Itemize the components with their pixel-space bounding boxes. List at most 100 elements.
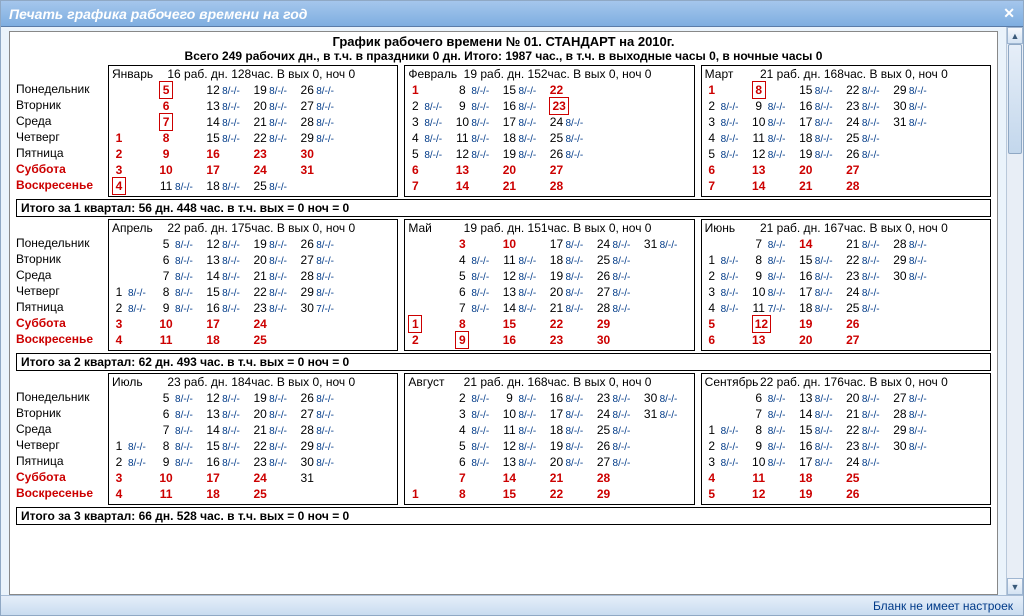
calendar-cell: 28/-/- [705, 268, 752, 284]
calendar-cell: 13 [752, 332, 799, 348]
calendar-cell: 19 [799, 486, 846, 502]
calendar-cell: 248/-/- [846, 114, 893, 130]
calendar-cell [644, 300, 691, 316]
calendar-cell: 11 [159, 332, 206, 348]
month-header: Июль 23 раб. дн. 184час. В вых 0, ноч 0 [112, 375, 394, 390]
calendar-cell: 5 [705, 316, 752, 332]
calendar-cell: 28/-/- [112, 300, 159, 316]
calendar-cell [940, 454, 987, 470]
weekday-sat: Суббота [16, 469, 104, 485]
calendar-cell [644, 98, 691, 114]
calendar-cell: 117/-/- [752, 300, 799, 316]
calendar-cell [408, 236, 455, 252]
calendar-cell: 198/-/- [549, 268, 596, 284]
calendar-cell [347, 82, 394, 98]
scroll-up-icon[interactable]: ▲ [1007, 27, 1023, 44]
calendar-cell: 258/-/- [597, 422, 644, 438]
scroll-thumb[interactable] [1008, 44, 1022, 154]
scroll-track[interactable] [1007, 44, 1023, 578]
calendar-cell: 218/-/- [846, 236, 893, 252]
calendar-cell: 238/-/- [846, 438, 893, 454]
calendar-cell [347, 438, 394, 454]
calendar-cell: 2 [112, 146, 159, 162]
calendar-cell: 178/-/- [799, 454, 846, 470]
weekday-labels: ПонедельникВторникСредаЧетвергПятницаСуб… [16, 65, 104, 197]
calendar-cell: 268/-/- [300, 82, 347, 98]
weekday-wed: Среда [16, 421, 104, 437]
calendar-cell: 198/-/- [799, 146, 846, 162]
calendar-cell: 31 [300, 470, 347, 486]
calendar-cell [112, 114, 159, 130]
calendar-cell: 6 [705, 332, 752, 348]
calendar-cell: 228/-/- [253, 438, 300, 454]
month-grid: 68/-/-138/-/-208/-/-278/-/-78/-/-148/-/-… [705, 390, 987, 502]
calendar-cell: 29 [597, 316, 644, 332]
calendar-cell [408, 390, 455, 406]
calendar-cell: 138/-/- [206, 98, 253, 114]
calendar-cell: 188/-/- [502, 130, 549, 146]
scroll-down-icon[interactable]: ▼ [1007, 578, 1023, 595]
calendar-cell: 168/-/- [502, 98, 549, 114]
calendar-cell: 12 [752, 316, 799, 332]
calendar-cell: 318/-/- [893, 114, 940, 130]
calendar-cell: 28 [846, 178, 893, 194]
calendar-cell: 168/-/- [549, 390, 596, 406]
calendar-cell: 3 [455, 236, 502, 252]
close-icon[interactable]: ✕ [1003, 5, 1015, 22]
calendar-cell: 20 [799, 162, 846, 178]
calendar-cell: 168/-/- [799, 268, 846, 284]
calendar-cell: 25 [846, 470, 893, 486]
calendar-cell: 78/-/- [752, 236, 799, 252]
calendar-cell [940, 82, 987, 98]
calendar-cell: 188/-/- [799, 300, 846, 316]
calendar-cell [112, 268, 159, 284]
calendar-cell: 14 [752, 178, 799, 194]
calendar-cell: 218/-/- [549, 300, 596, 316]
month-Февраль: Февраль 19 раб. дн. 152час. В вых 0, ноч… [404, 65, 694, 197]
calendar-cell [644, 268, 691, 284]
weekday-thu: Четверг [16, 437, 104, 453]
calendar-cell [940, 390, 987, 406]
viewport: График рабочего времени № 01. СТАНДАРТ н… [1, 27, 1023, 595]
calendar-cell: 10 [159, 470, 206, 486]
vertical-scrollbar[interactable]: ▲ ▼ [1006, 27, 1023, 595]
calendar-cell: 298/-/- [300, 438, 347, 454]
calendar-cell: 2 [408, 332, 455, 348]
calendar-cell: 108/-/- [502, 406, 549, 422]
calendar-cell: 19 [799, 316, 846, 332]
calendar-cell [300, 178, 347, 194]
month-grid: 5128/-/-198/-/-268/-/-6138/-/-208/-/-278… [112, 82, 394, 194]
calendar-cell: 12 [752, 486, 799, 502]
calendar-cell: 28/-/- [705, 98, 752, 114]
statusbar: Бланк не имеет настроек [1, 595, 1023, 615]
month-Август: Август 21 раб. дн. 168час. В вых 0, ноч … [404, 373, 694, 505]
calendar-cell [940, 422, 987, 438]
calendar-cell: 128/-/- [206, 390, 253, 406]
calendar-cell: 38/-/- [705, 114, 752, 130]
weekday-sat: Суббота [16, 161, 104, 177]
calendar-cell [347, 114, 394, 130]
calendar-cell: 4 [112, 332, 159, 348]
calendar-cell: 28/-/- [408, 98, 455, 114]
weekday-wed: Среда [16, 267, 104, 283]
header-line1: График рабочего времени № 01. СТАНДАРТ н… [16, 34, 991, 49]
calendar-cell: 158/-/- [206, 438, 253, 454]
calendar-cell: 1 [408, 82, 455, 98]
calendar-cell: 15 [502, 486, 549, 502]
calendar-cell: 308/-/- [893, 98, 940, 114]
quarter-row: ПонедельникВторникСредаЧетвергПятницаСуб… [16, 65, 991, 197]
calendar-cell [347, 284, 394, 300]
month-header: Июнь 21 раб. дн. 167час. В вых 0, ноч 0 [705, 221, 987, 236]
weekday-fri: Пятница [16, 145, 104, 161]
weekday-labels: ПонедельникВторникСредаЧетвергПятницаСуб… [16, 373, 104, 505]
calendar-cell [408, 422, 455, 438]
calendar-cell [644, 422, 691, 438]
calendar-cell: 128/-/- [502, 438, 549, 454]
calendar-cell [940, 470, 987, 486]
calendar-cell: 288/-/- [893, 406, 940, 422]
calendar-cell: 5 [159, 82, 206, 98]
month-grid: 58/-/-128/-/-198/-/-268/-/-68/-/-138/-/-… [112, 390, 394, 502]
calendar-cell: 88/-/- [455, 82, 502, 98]
calendar-cell: 238/-/- [253, 300, 300, 316]
calendar-cell: 138/-/- [502, 284, 549, 300]
